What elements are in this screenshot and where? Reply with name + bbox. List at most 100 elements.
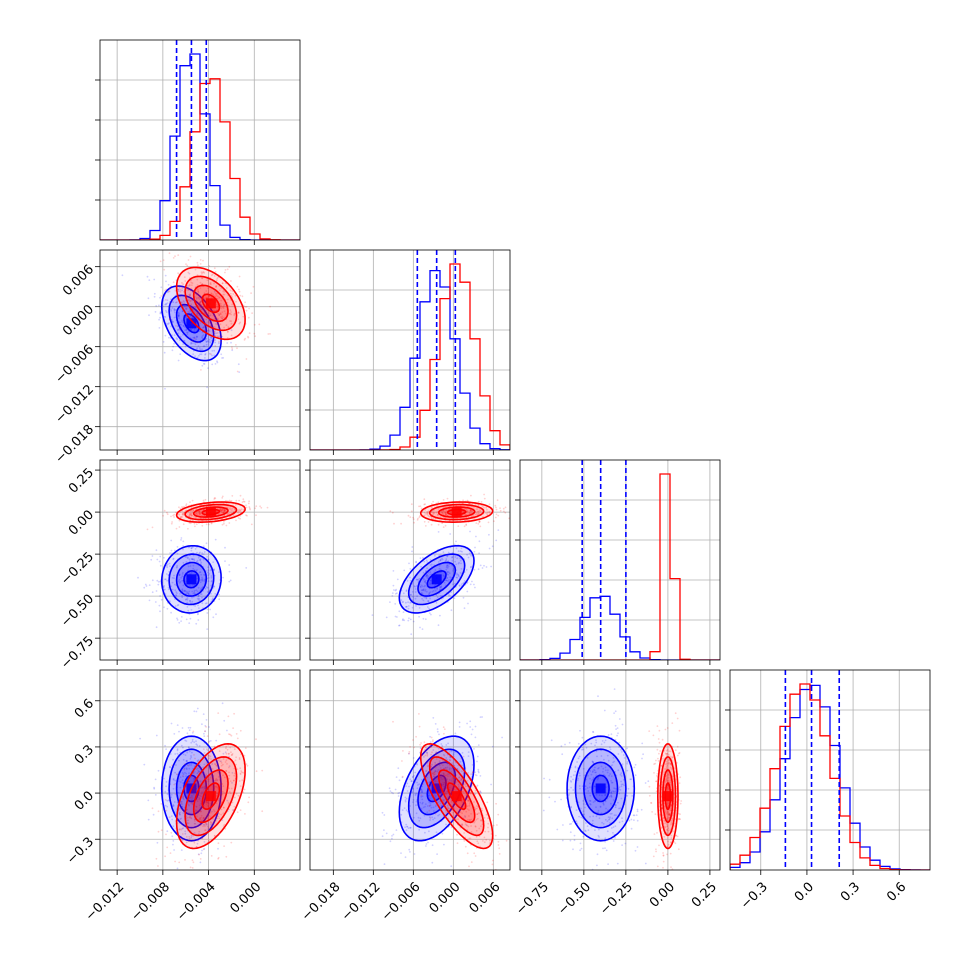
sample-point xyxy=(446,580,449,582)
sample-point xyxy=(432,513,434,516)
sample-point xyxy=(196,513,199,515)
sample-point xyxy=(435,594,438,597)
sample-point xyxy=(431,511,433,513)
sample-point xyxy=(427,841,429,844)
sample-point xyxy=(231,782,233,784)
sample-point xyxy=(569,831,572,834)
sample-point xyxy=(251,312,254,314)
sample-point xyxy=(184,326,187,329)
sample-point xyxy=(441,746,444,748)
sample-point xyxy=(185,561,188,563)
sample-point xyxy=(213,810,216,813)
sample-point xyxy=(222,511,224,514)
sample-point xyxy=(501,736,503,739)
sample-point xyxy=(188,294,190,296)
sample-point xyxy=(434,584,436,587)
sample-point xyxy=(434,587,436,590)
sample-point xyxy=(159,564,162,567)
sample-point xyxy=(466,590,469,593)
sample-point xyxy=(502,507,505,510)
sample-point xyxy=(423,756,425,758)
sample-point xyxy=(659,771,662,774)
sample-point xyxy=(468,502,470,505)
sample-point xyxy=(442,783,445,786)
sample-point xyxy=(597,777,599,780)
sample-point xyxy=(490,783,492,786)
sample-point xyxy=(430,523,433,526)
sample-point xyxy=(243,754,246,757)
sample-point xyxy=(436,588,438,590)
sample-point xyxy=(205,773,208,776)
sample-point xyxy=(199,322,201,325)
sample-point xyxy=(383,814,386,816)
sample-point xyxy=(172,281,175,284)
sample-point xyxy=(216,277,219,280)
sample-point xyxy=(463,840,466,842)
sample-point xyxy=(183,301,185,303)
sample-point xyxy=(205,343,208,346)
sample-point xyxy=(232,727,235,729)
sample-point xyxy=(182,540,185,543)
sample-point xyxy=(454,556,457,558)
sample-point xyxy=(181,320,184,323)
sample-point xyxy=(676,754,679,757)
sample-point xyxy=(213,745,216,748)
sample-point xyxy=(405,785,407,787)
sample-point xyxy=(221,315,224,318)
sample-point xyxy=(166,513,169,516)
sample-point xyxy=(195,710,198,713)
sample-point xyxy=(422,589,425,591)
sample-point xyxy=(592,815,595,818)
sample-point xyxy=(206,735,209,737)
sample-point xyxy=(182,562,185,564)
sample-point xyxy=(199,810,202,813)
sample-point xyxy=(459,787,462,790)
sample-point xyxy=(423,596,426,599)
sample-point xyxy=(408,617,410,620)
sample-point xyxy=(174,605,177,607)
sample-point xyxy=(605,849,608,852)
sample-point xyxy=(238,780,241,782)
sample-point xyxy=(160,598,163,601)
sample-point xyxy=(483,841,486,844)
sample-point xyxy=(218,313,221,316)
sample-point xyxy=(413,521,415,524)
sample-point xyxy=(185,768,188,771)
sample-point xyxy=(463,832,465,834)
sample-point xyxy=(190,741,193,744)
sample-point xyxy=(482,840,484,842)
sample-point xyxy=(221,509,224,511)
sample-point xyxy=(190,509,193,512)
sample-point xyxy=(204,825,206,828)
sample-point xyxy=(172,321,175,323)
sample-point xyxy=(416,781,418,784)
sample-point xyxy=(186,816,188,819)
sample-point xyxy=(408,751,411,753)
sample-point xyxy=(172,787,175,790)
sample-point xyxy=(190,756,193,759)
scatter-panel xyxy=(381,713,508,870)
sample-point xyxy=(216,317,219,320)
sample-point xyxy=(172,778,175,780)
sample-point xyxy=(228,265,231,268)
sample-point xyxy=(222,758,225,760)
sample-point xyxy=(428,515,431,518)
sample-point xyxy=(202,306,205,309)
sample-point xyxy=(204,785,207,787)
sample-point xyxy=(442,772,445,775)
sample-point xyxy=(195,336,198,338)
sample-point xyxy=(199,287,202,289)
sample-point xyxy=(473,550,476,553)
sample-point xyxy=(469,837,472,840)
sample-point xyxy=(216,786,219,789)
sample-point xyxy=(425,575,428,577)
sample-point xyxy=(412,774,415,777)
sample-point xyxy=(191,740,194,743)
sample-point xyxy=(182,545,185,547)
sample-point xyxy=(617,801,619,804)
sample-point xyxy=(208,338,211,341)
sample-point xyxy=(453,769,456,771)
sample-point xyxy=(164,387,166,390)
sample-point xyxy=(421,628,424,630)
sample-point xyxy=(456,833,458,836)
